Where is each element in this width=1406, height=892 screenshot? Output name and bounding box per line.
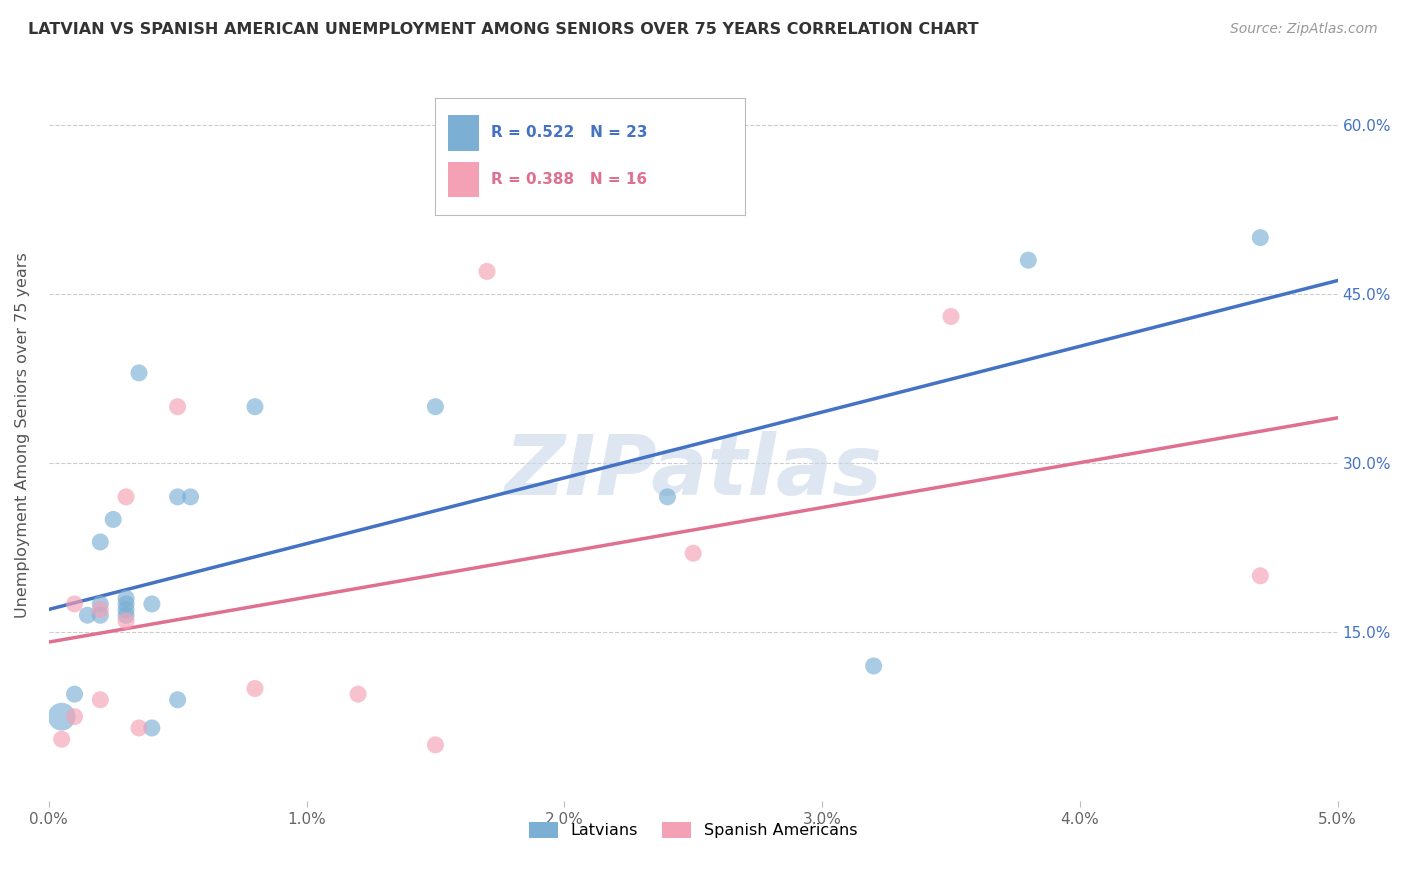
Point [1017,253,1039,268]
Point [63,687,86,701]
Point [89,597,111,611]
Point [115,614,138,628]
Text: ZIPatlas: ZIPatlas [505,431,882,512]
Point [141,721,163,735]
Point [1249,230,1271,244]
Point [115,591,138,606]
Point [657,490,679,504]
Point [89,693,111,707]
Point [51,709,73,723]
Point [76,608,98,623]
Point [243,681,266,696]
Point [63,709,86,723]
Point [141,597,163,611]
Point [425,400,447,414]
Text: LATVIAN VS SPANISH AMERICAN UNEMPLOYMENT AMONG SENIORS OVER 75 YEARS CORRELATION: LATVIAN VS SPANISH AMERICAN UNEMPLOYMENT… [28,22,979,37]
Point [939,310,962,324]
Legend: Latvians, Spanish Americans: Latvians, Spanish Americans [523,815,863,845]
Text: Source: ZipAtlas.com: Source: ZipAtlas.com [1230,22,1378,37]
Point [682,546,704,560]
Point [180,490,202,504]
Point [425,738,447,752]
Point [89,535,111,549]
Point [128,366,150,380]
Point [243,400,266,414]
Point [63,597,86,611]
Point [166,693,188,707]
Point [115,490,138,504]
Point [862,659,884,673]
Point [166,490,188,504]
Point [115,602,138,616]
Point [115,608,138,623]
Point [347,687,370,701]
Point [89,602,111,616]
Point [89,608,111,623]
Point [166,400,188,414]
Point [475,264,498,278]
Point [128,721,150,735]
Point [103,512,125,526]
Point [115,597,138,611]
Point [51,732,73,747]
Y-axis label: Unemployment Among Seniors over 75 years: Unemployment Among Seniors over 75 years [15,252,30,618]
Point [1249,568,1271,582]
